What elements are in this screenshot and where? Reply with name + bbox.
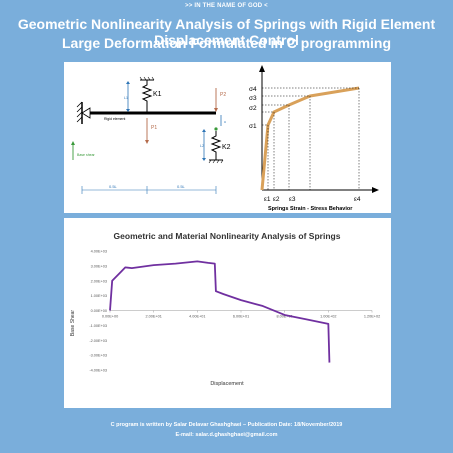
behavior-curve [260, 86, 360, 191]
y-tick-label: -4.00E+03 [89, 369, 107, 373]
series-layer [109, 260, 331, 363]
x-tick-label: 0.00E+00 [102, 315, 118, 319]
sigma1-label: σ1 [249, 123, 257, 130]
disp-l2-label: L2 [200, 144, 204, 148]
disp-arrow-l2-head [202, 129, 206, 132]
y-tick-label: 0.00E+00 [91, 309, 107, 313]
spring-k2-label: K2 [222, 144, 231, 151]
email-text: E-mail: salar.d.ghashghaei@gmail.com [175, 432, 278, 438]
dimension-right-label: 0.5L [177, 184, 186, 189]
y-tick-label: -1.00E+03 [89, 324, 107, 328]
behavior-x-arrow [372, 187, 379, 193]
y-tick-label: -3.00E+03 [89, 354, 107, 358]
disp-arrow-l2-tail [202, 158, 206, 161]
x-tick-labels: 0.00E+00 2.00E+01 4.00E+01 6.00E+01 8.00E+01… [102, 315, 380, 319]
x-tick-label: 2.00E+01 [145, 315, 161, 319]
main-chart-panel: Geometric and Material Nonlinearity Anal… [64, 218, 391, 408]
behavior-guides [262, 87, 360, 190]
x-axis [109, 310, 373, 313]
chart-y-label: Base Shear [70, 310, 76, 336]
epsilon2-label: ε2 [273, 196, 280, 203]
load-arrow-p1-head [145, 140, 149, 144]
sigma3-label: σ3 [249, 95, 257, 102]
model-diagram-panel: Rigid element K1 L1 P1 P2 [64, 62, 391, 213]
chart-title: Geometric and Material Nonlinearity Anal… [114, 231, 341, 241]
base-shear-label: Base shear [77, 153, 96, 157]
disp-arrow-l1-tail [126, 81, 130, 84]
behavior-chart: σ4 σ3 σ2 σ1 ε1 ε2 ε3 ε4 Springs Strain -… [249, 65, 379, 212]
y-tick-label: 2.00E+03 [91, 279, 107, 283]
disp-l1-label: L1 [124, 96, 128, 100]
credit-text: C program is written by Salar Delavar Gh… [110, 422, 343, 428]
dimension-left-label: 0.5L [109, 184, 118, 189]
base-shear-arrow-head [71, 141, 75, 145]
spring-k2 [208, 131, 224, 164]
y-tick-label: 4.00E+03 [91, 250, 107, 254]
spring-k1-label: K1 [153, 91, 162, 98]
load-p1-label: P1 [151, 125, 157, 131]
pin-support [81, 107, 91, 119]
dedication-text: >> IN THE NAME OF GOD < [185, 3, 268, 9]
x-tick-label: 1.20E+02 [364, 315, 380, 319]
x-tick-label: 6.00E+01 [233, 315, 249, 319]
load-arrow-p2-head [214, 108, 218, 112]
x-tick-label: 8.00E+01 [276, 315, 292, 319]
sigma2-label: σ2 [249, 105, 257, 112]
sigma4-label: σ4 [249, 86, 257, 93]
control-disp-label: u [224, 120, 226, 124]
spring-model-diagram: Rigid element K1 L1 P1 P2 [71, 65, 379, 212]
behavior-y-arrow [259, 65, 265, 72]
x-tick-label: 1.00E+02 [320, 315, 336, 319]
epsilon4-label: ε4 [354, 196, 361, 203]
y-tick-labels: 4.00E+03 3.00E+03 2.00E+03 1.00E+03 0.00E+00… [89, 250, 107, 373]
rigid-element-label: Rigid element [104, 117, 125, 121]
epsilon1-label: ε1 [264, 196, 271, 203]
disp-arrow-l1-head [126, 109, 130, 112]
y-tick-label: 3.00E+03 [91, 264, 107, 268]
behavior-title: Springs Strain - Stress Behavior [268, 206, 353, 212]
control-node [214, 127, 218, 131]
y-tick-label: 1.00E+03 [91, 294, 107, 298]
title-line-2: Large Deformation Formulated in C progra… [61, 35, 392, 51]
y-tick-label: -2.00E+03 [89, 339, 107, 343]
title-line-1: Geometric Nonlinearity Analysis of Sprin… [17, 16, 436, 48]
x-tick-label: 4.00E+01 [189, 315, 205, 319]
epsilon3-label: ε3 [289, 196, 296, 203]
spring-k1 [139, 76, 155, 113]
load-p2-label: P2 [220, 92, 226, 98]
series-line [109, 260, 331, 363]
wall-hatch [76, 101, 83, 123]
chart-x-label: Displacement [210, 381, 244, 387]
base-shear-chart: Geometric and Material Nonlinearity Anal… [70, 231, 380, 387]
